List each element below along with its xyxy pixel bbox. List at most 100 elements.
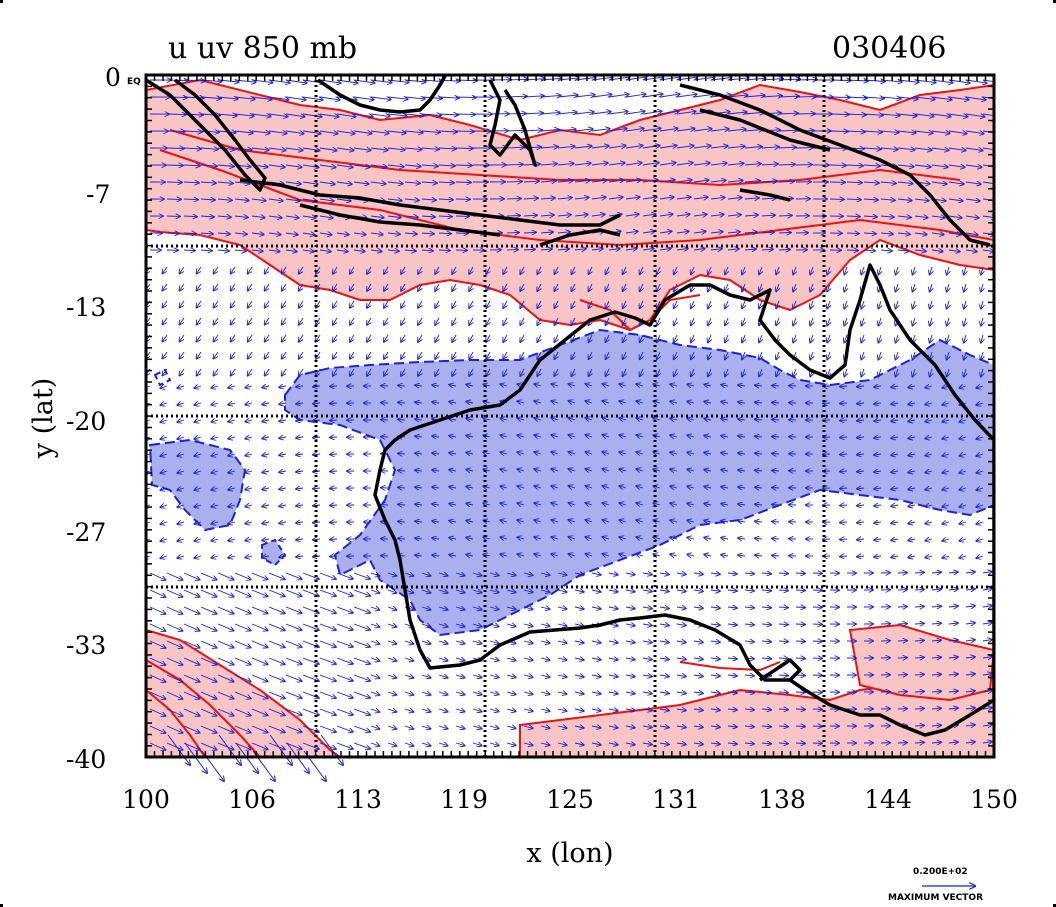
wind-vector xyxy=(982,113,994,117)
wind-vector xyxy=(772,539,780,540)
wind-vector xyxy=(285,148,303,150)
wind-vector xyxy=(914,674,924,675)
wind-vector xyxy=(948,233,961,235)
y-tick-0: 0 xyxy=(105,63,121,92)
wind-vector xyxy=(387,233,400,234)
wind-vector xyxy=(914,199,929,201)
wind-vector xyxy=(642,163,659,165)
wind-vector xyxy=(914,148,932,150)
wind-vector xyxy=(772,522,780,523)
wind-vector xyxy=(863,250,875,251)
wind-vector xyxy=(268,199,283,201)
wind-vector xyxy=(982,147,994,151)
wind-vector xyxy=(282,334,286,342)
wind-vector xyxy=(214,317,219,325)
wind-vector xyxy=(506,164,523,165)
wind-vector xyxy=(574,146,592,148)
wind-vector xyxy=(421,165,438,166)
wind-vector xyxy=(844,283,847,292)
wind-vector xyxy=(384,283,388,291)
wind-vector xyxy=(214,266,219,274)
wind-vector xyxy=(642,248,654,250)
wind-vector xyxy=(540,215,554,216)
wind-vector xyxy=(772,471,780,472)
wind-vector xyxy=(982,250,994,252)
wind-vector xyxy=(844,266,847,275)
wind-vector xyxy=(285,199,300,201)
wind-vector xyxy=(162,334,168,342)
wind-vector xyxy=(608,180,624,182)
wind-vector xyxy=(691,266,694,274)
wind-vector xyxy=(710,129,729,131)
wind-vector xyxy=(285,131,304,134)
wind-vector xyxy=(795,692,805,693)
wind-vector xyxy=(217,216,231,217)
wind-vector xyxy=(674,300,677,308)
wind-vector xyxy=(200,80,222,82)
wind-vector xyxy=(557,146,575,148)
wind-vector xyxy=(438,131,457,132)
wind-vector xyxy=(557,198,572,199)
wind-vector xyxy=(625,248,637,250)
wind-vector xyxy=(727,163,744,165)
wind-vector xyxy=(914,708,924,709)
wind-vector xyxy=(674,317,677,325)
wind-vector xyxy=(421,148,439,149)
wind-vector xyxy=(778,181,794,182)
wind-vector xyxy=(197,334,202,342)
wind-vector xyxy=(350,266,354,274)
wind-vector xyxy=(540,164,557,165)
wind-vector xyxy=(642,214,656,216)
wind-vector xyxy=(506,216,520,217)
wind-vector xyxy=(676,197,691,199)
wind-vector xyxy=(370,233,383,235)
wind-vector xyxy=(914,691,924,692)
wind-vector xyxy=(914,233,927,235)
wind-vector xyxy=(435,334,439,342)
wind-vector xyxy=(183,199,198,200)
wind-vector xyxy=(248,300,253,308)
wind-vector xyxy=(330,471,338,472)
wind-vector xyxy=(591,129,610,131)
wind-vector xyxy=(793,266,796,275)
wind-vector xyxy=(387,182,403,184)
wind-vector xyxy=(659,180,675,182)
wind-vector xyxy=(840,505,848,506)
wind-vector xyxy=(452,334,456,342)
wind-vector xyxy=(693,129,712,131)
wind-vector xyxy=(179,317,185,325)
wind-vector xyxy=(540,147,558,148)
wind-vector xyxy=(744,249,756,250)
wind-vector xyxy=(571,317,575,325)
wind-vector xyxy=(200,165,217,166)
wind-vector xyxy=(438,165,455,166)
wind-vector xyxy=(435,266,439,274)
wind-vector xyxy=(265,300,270,308)
wind-vector xyxy=(965,114,985,117)
wind-vector xyxy=(299,317,303,325)
wind-vector xyxy=(350,300,354,308)
wind-vector xyxy=(608,111,628,114)
wind-vector xyxy=(914,742,924,743)
wind-vector xyxy=(744,164,761,165)
wind-vector xyxy=(557,112,577,114)
x-tick-label: 113 xyxy=(334,785,382,814)
wind-vector xyxy=(625,231,638,233)
wind-vector xyxy=(913,283,916,292)
wind-vector xyxy=(623,317,626,325)
wind-vector xyxy=(367,300,371,308)
wind-vector xyxy=(625,146,643,149)
wind-vector xyxy=(557,249,569,250)
wind-vector xyxy=(438,250,450,251)
wind-vector xyxy=(486,317,490,325)
wind-vector xyxy=(727,215,741,216)
wind-vector xyxy=(795,624,805,625)
wind-vector xyxy=(231,300,236,308)
wind-vector xyxy=(623,266,626,274)
wind-vector xyxy=(913,317,916,326)
wind-vector xyxy=(486,266,490,274)
ref-vector-value: 0.200E+02 xyxy=(913,867,968,877)
wind-vector xyxy=(200,216,214,217)
wind-vector xyxy=(608,163,625,165)
wind-vector xyxy=(965,250,977,252)
